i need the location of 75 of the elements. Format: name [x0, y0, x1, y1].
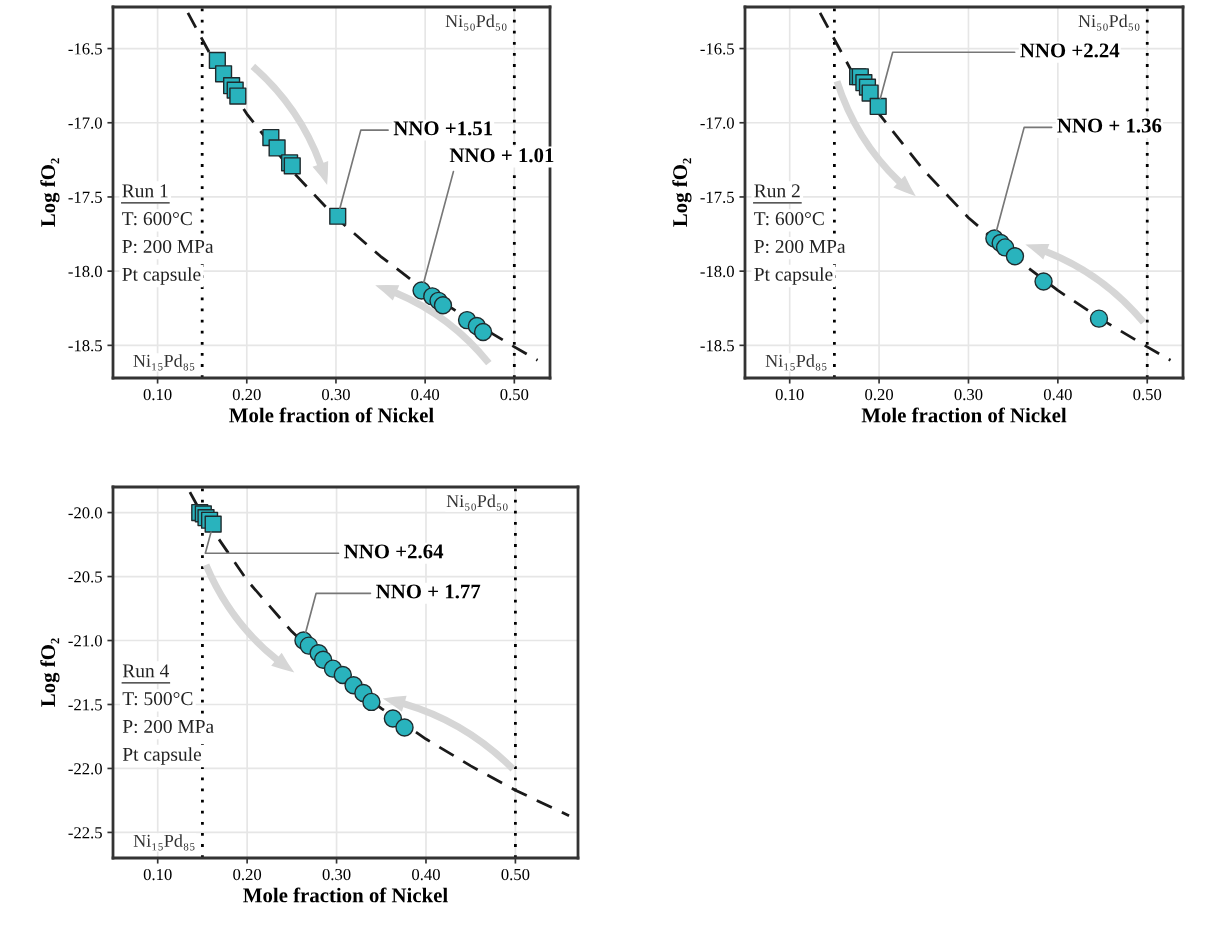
point [861, 84, 879, 102]
y-tick-label: -18.0 [700, 265, 734, 278]
point [229, 87, 247, 105]
point [362, 692, 381, 712]
y-tick-label: -16.5 [68, 43, 102, 55]
y-tick-label: -22.5 [68, 827, 102, 839]
point [329, 207, 347, 225]
y-axis-title: Log fO₂ [40, 638, 60, 707]
x-tick-label: 0.20 [232, 388, 261, 401]
y-tick-label: -17.0 [68, 117, 102, 129]
y-tick-label: -16.5 [700, 43, 734, 55]
annotation: NNO + 1.36 [1057, 118, 1162, 133]
y-tick-label: -20.5 [68, 571, 102, 583]
annotation: P: 200 MPa [754, 239, 846, 254]
x-tick-label: 0.10 [775, 388, 804, 401]
point [1034, 272, 1053, 291]
y-tick-label: -17.5 [68, 191, 102, 203]
x-tick-label: 0.20 [865, 388, 894, 401]
point [333, 665, 353, 685]
ref-line-label: Ni₅₀Pd₅₀ [446, 494, 508, 511]
point [1089, 309, 1109, 328]
y-tick-label: -18.5 [68, 340, 102, 352]
point [473, 322, 493, 342]
x-axis-title: Mole fraction of Nickel [861, 407, 1067, 423]
point [395, 718, 414, 737]
annotation: Pt capsule [122, 747, 202, 765]
point [869, 97, 887, 116]
point [1005, 247, 1025, 266]
annotation: P: 200 MPa [122, 719, 214, 734]
y-tick-label: -17.0 [700, 117, 734, 129]
ref-line-label: Ni₅₀Pd₅₀ [1078, 14, 1140, 31]
annotation: NNO +2.64 [344, 544, 444, 559]
y-tick-label: -18.0 [68, 265, 102, 278]
annotation: T: 600°C [754, 212, 824, 226]
ref-line-label: Ni₅₀Pd₅₀ [445, 14, 507, 31]
x-tick-label: 0.40 [1043, 388, 1072, 401]
annotation: NNO +2.24 [1020, 43, 1120, 58]
y-tick-label: -21.0 [68, 635, 102, 647]
annotation: Run 1 [122, 184, 168, 198]
x-tick-label: 0.50 [501, 868, 530, 881]
point [433, 296, 453, 315]
point [204, 515, 222, 533]
y-tick-label: -20.0 [68, 507, 102, 519]
y-tick-label: -22.0 [68, 763, 102, 775]
x-tick-label: 0.40 [412, 868, 440, 881]
x-tick-label: 0.10 [143, 388, 172, 401]
annotation: T: 500°C [122, 692, 193, 706]
x-tick-label: 0.40 [411, 388, 440, 401]
ref-line-label: Ni₁₅Pd₈₅ [765, 354, 827, 371]
point [268, 139, 286, 157]
x-tick-label: 0.10 [143, 868, 172, 881]
x-tick-label: 0.50 [500, 388, 529, 401]
annotation: NNO + 1.77 [376, 584, 481, 599]
annotation: Run 4 [122, 664, 169, 678]
y-axis-title: Log fO₂ [40, 158, 60, 227]
y-tick-label: -18.5 [700, 340, 734, 352]
annotation: Pt capsule [122, 267, 201, 285]
x-tick-label: 0.50 [1133, 388, 1162, 401]
y-tick-label: -17.5 [700, 191, 734, 203]
x-tick-label: 0.20 [233, 868, 262, 881]
annotation: NNO + 1.01 [449, 148, 554, 163]
x-tick-label: 0.30 [954, 388, 983, 401]
x-axis-title: Mole fraction of Nickel [229, 407, 434, 423]
annotation: Pt capsule [754, 267, 833, 285]
annotation: T: 600°C [122, 212, 192, 226]
y-axis-title: Log fO₂ [672, 158, 692, 227]
ref-line-label: Ni₁₅Pd₈₅ [133, 354, 195, 371]
ref-line-label: Ni₁₅Pd₈₅ [133, 834, 195, 851]
x-axis-title: Mole fraction of Nickel [243, 887, 448, 903]
y-tick-label: -21.5 [68, 699, 102, 711]
annotation: P: 200 MPa [122, 239, 214, 254]
annotation: NNO +1.51 [393, 121, 493, 136]
x-tick-label: 0.30 [322, 388, 350, 401]
annotation: Run 2 [754, 184, 800, 198]
x-tick-label: 0.30 [322, 868, 351, 881]
